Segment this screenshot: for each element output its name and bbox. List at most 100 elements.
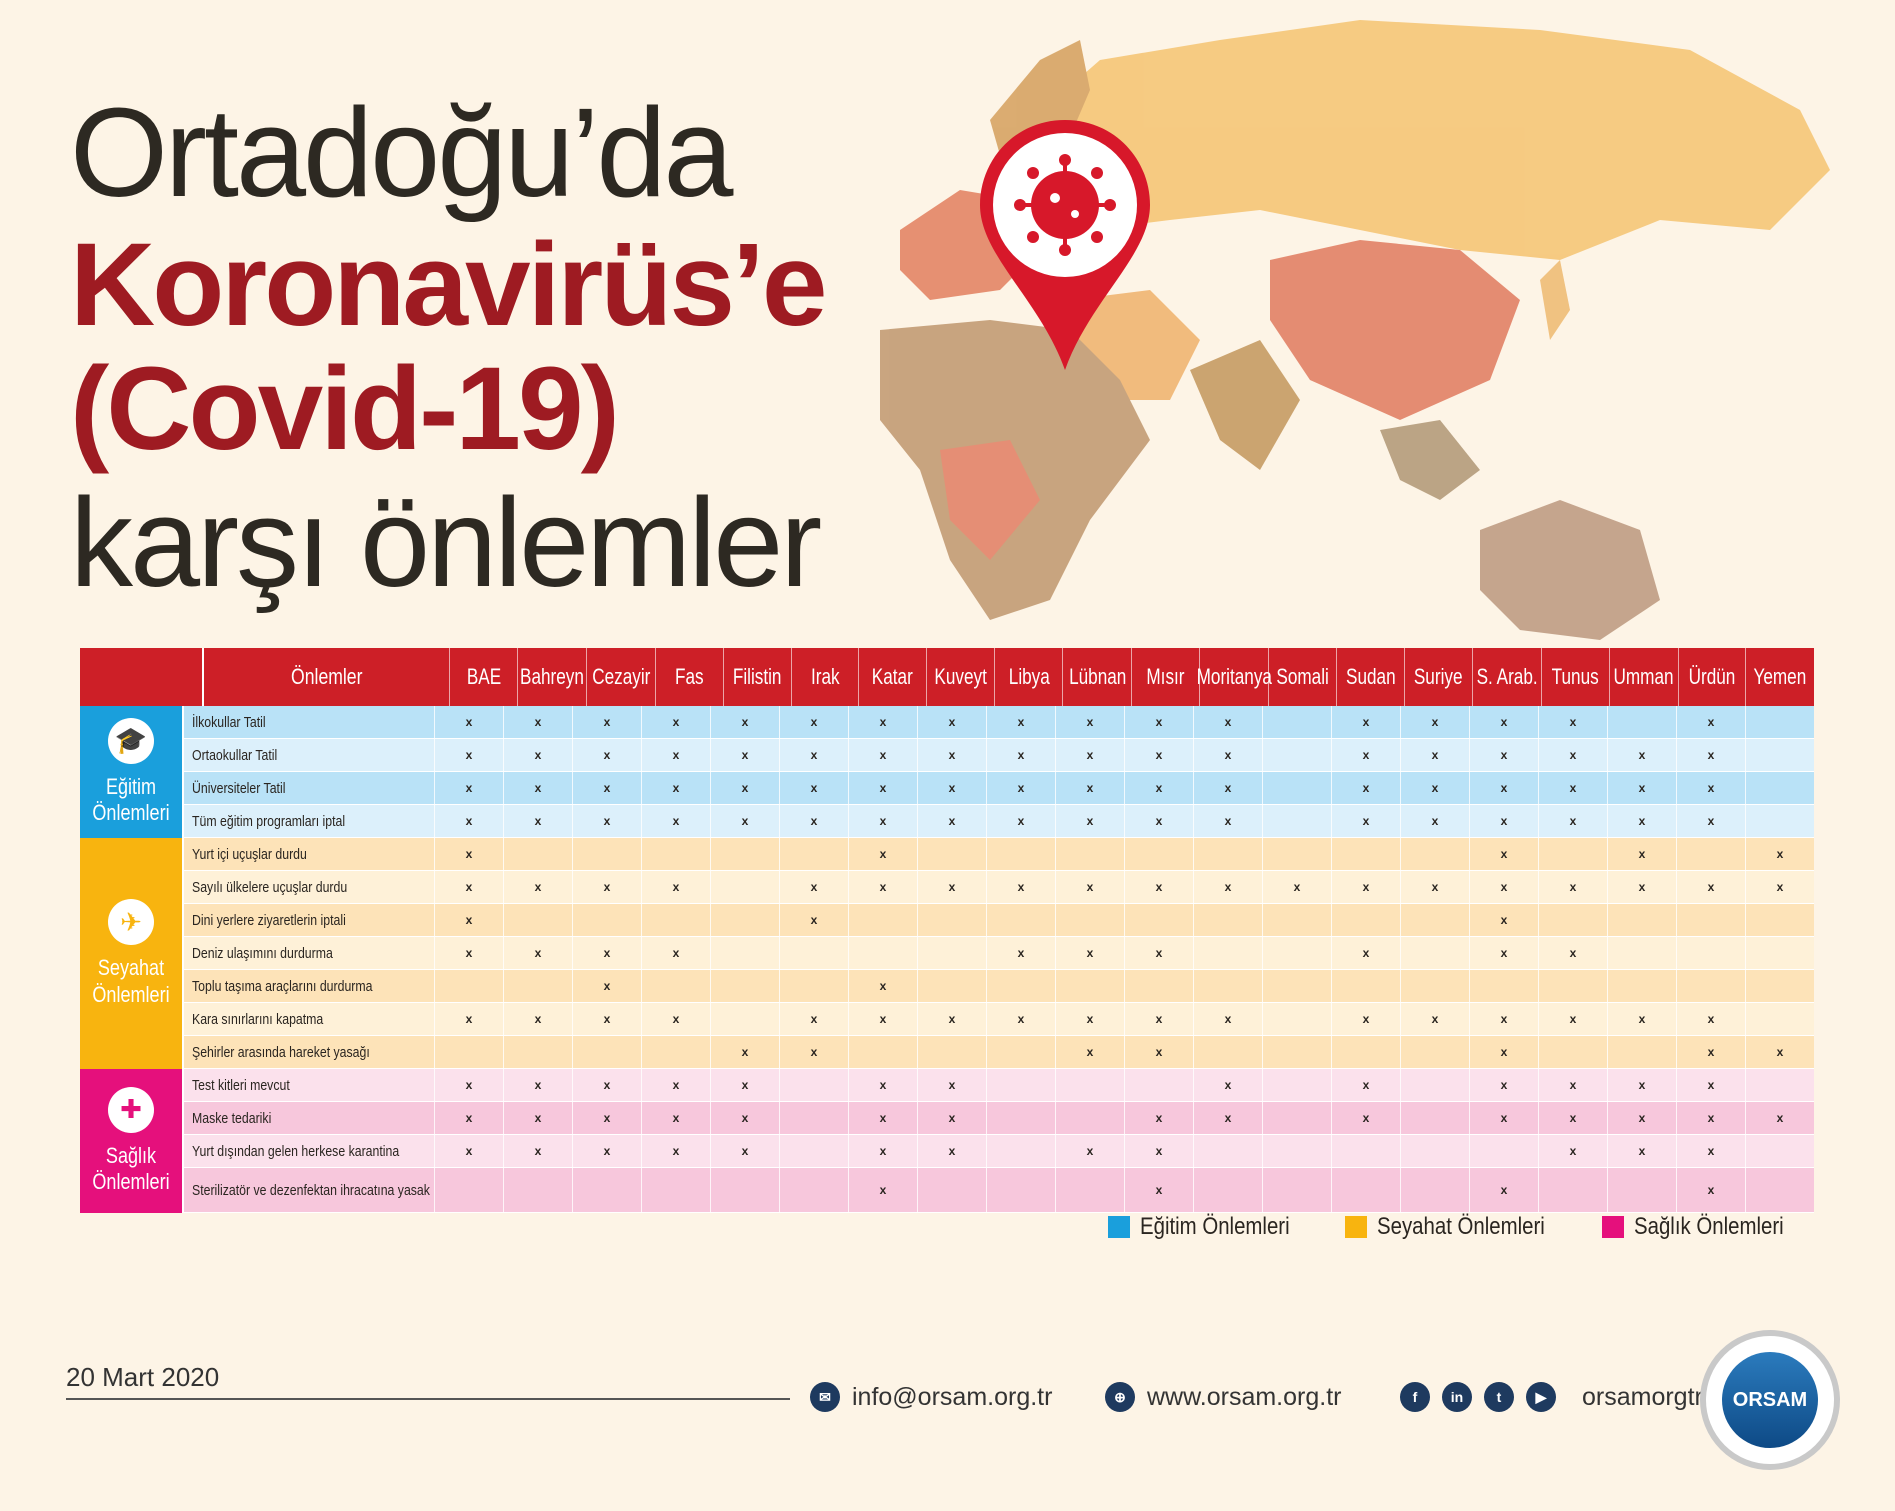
table-cell (1055, 1168, 1124, 1212)
table-cell (848, 937, 917, 969)
group-label: ✚ Sağlık Önlemleri (80, 1069, 184, 1213)
table-cell (1469, 970, 1538, 1002)
country-header-label: Cezayir (591, 664, 651, 689)
table-cell: x (986, 805, 1055, 837)
table-cell (572, 1036, 641, 1068)
measure-name-text: Tüm eğitim programları iptal (192, 812, 346, 830)
table-cell: x (710, 1069, 779, 1101)
email-text[interactable]: info@orsam.org.tr (852, 1382, 1053, 1411)
measure-name: Sayılı ülkelere uçuşlar durdu (184, 879, 434, 896)
table-cell: x (917, 1069, 986, 1101)
social-handle-text[interactable]: orsamorgtr (1582, 1382, 1703, 1411)
table-cell (1055, 1102, 1124, 1134)
table-cell (1262, 706, 1331, 738)
virus-icon (1014, 154, 1116, 256)
table-cell: x (1538, 1003, 1607, 1035)
group-name: Seyahat Önlemleri (92, 955, 170, 1007)
table-cell (641, 1168, 710, 1212)
country-header: Moritanya (1196, 648, 1272, 706)
table-cell: x (710, 772, 779, 804)
table-row: Dini yerlere ziyaretlerin iptali x x x (184, 904, 1814, 937)
table-cell: x (986, 706, 1055, 738)
table-cell: x (710, 805, 779, 837)
table-cell (986, 838, 1055, 870)
table-cell (503, 838, 572, 870)
table-cell: x (848, 1135, 917, 1167)
website-contact[interactable]: ⊕ www.orsam.org.tr (1105, 1382, 1341, 1412)
country-header-label: Kuveyt (934, 664, 988, 689)
table-cell: x (434, 871, 503, 903)
country-header-label: Mısır (1146, 664, 1185, 689)
table-cell: x (779, 1036, 848, 1068)
linkedin-icon[interactable]: in (1442, 1382, 1472, 1412)
table-cell (1745, 1003, 1814, 1035)
table-cell (1262, 1168, 1331, 1212)
table-cell (1124, 970, 1193, 1002)
table-cell (1262, 937, 1331, 969)
country-header-label: Suriye (1414, 664, 1463, 689)
table-row: İlkokullar Tatil x x x x x x x x x x x x x x x x x (184, 706, 1814, 739)
measure-name: Sterilizatör ve dezenfektan ihracatına y… (184, 1182, 434, 1199)
table-cell (1538, 970, 1607, 1002)
youtube-icon[interactable]: ▶ (1526, 1382, 1556, 1412)
table-cell: x (1124, 937, 1193, 969)
country-header: Tunus (1540, 648, 1609, 706)
table-cell (710, 1003, 779, 1035)
table-cell (1676, 937, 1745, 969)
country-header-label: Yemen (1753, 664, 1807, 689)
measure-name-text: Toplu taşıma araçlarını durdurma (192, 977, 373, 995)
table-cell (1745, 805, 1814, 837)
table-cell: x (710, 706, 779, 738)
table-cell: x (641, 1003, 710, 1035)
twitter-icon[interactable]: t (1484, 1382, 1514, 1412)
table-cell: x (434, 1003, 503, 1035)
table-cell (572, 1168, 641, 1212)
table-cell: x (986, 1003, 1055, 1035)
table-cell: x (1469, 1036, 1538, 1068)
table-row: Maske tedariki x x x x x x x x x x x x x x x (184, 1102, 1814, 1135)
country-header: Irak (790, 648, 859, 706)
table-cell: x (1193, 871, 1262, 903)
table-cell: x (710, 739, 779, 771)
table-cell: x (1193, 1102, 1262, 1134)
measure-name: Test kitleri mevcut (184, 1077, 434, 1094)
table-cell: x (1676, 805, 1745, 837)
email-contact[interactable]: ✉ info@orsam.org.tr (810, 1382, 1052, 1412)
table-cell: x (503, 772, 572, 804)
website-text[interactable]: www.orsam.org.tr (1147, 1382, 1342, 1411)
social-contact[interactable]: f in t ▶ orsamorgtr (1400, 1382, 1703, 1412)
measure-name: Toplu taşıma araçlarını durdurma (184, 978, 434, 995)
country-header-label: Moritanya (1196, 664, 1272, 689)
facebook-icon[interactable]: f (1400, 1382, 1430, 1412)
virus-location-pin (980, 120, 1150, 370)
country-header: Fas (655, 648, 723, 706)
table-cell: x (434, 1069, 503, 1101)
table-cell (503, 904, 572, 936)
table-cell: x (1469, 1003, 1538, 1035)
table-cell (1331, 1168, 1400, 1212)
table-cell: x (917, 1102, 986, 1134)
table-cell: x (1469, 706, 1538, 738)
table-cell: x (1055, 871, 1124, 903)
table-cell (503, 1168, 572, 1212)
measures-column-header: Önlemler (290, 664, 363, 689)
country-header-label: S. Arab. (1476, 664, 1538, 689)
table-cell (917, 904, 986, 936)
table-cell (1400, 904, 1469, 936)
table-row: Yurt dışından gelen herkese karantina x x x… (184, 1135, 1814, 1168)
table-cell: x (572, 1003, 641, 1035)
table-cell (986, 970, 1055, 1002)
country-header-label: Somali (1276, 664, 1329, 689)
legend-label: Sağlık Önlemleri (1633, 1213, 1784, 1240)
table-cell: x (572, 1135, 641, 1167)
table-cell (917, 970, 986, 1002)
table-cell: x (1538, 1135, 1607, 1167)
health-mask-icon: ✚ (108, 1086, 154, 1133)
table-cell (1607, 970, 1676, 1002)
group-name: Sağlık Önlemleri (92, 1142, 170, 1194)
table-cell: x (1124, 1102, 1193, 1134)
table-cell: x (1055, 937, 1124, 969)
table-row: Kara sınırlarını kapatma x x x x x x x x x x x x x x x x… (184, 1003, 1814, 1036)
table-cell: x (1055, 739, 1124, 771)
table-cell: x (1400, 772, 1469, 804)
